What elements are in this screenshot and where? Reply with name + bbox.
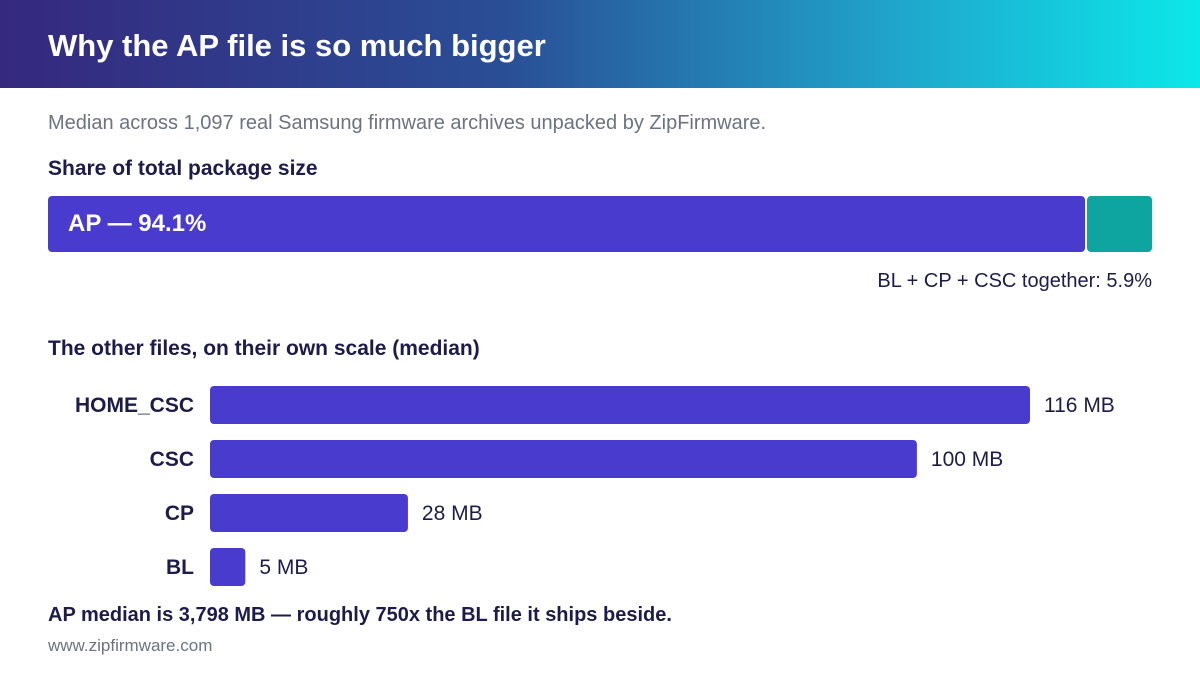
bar-category-label: HOME_CSC [75, 394, 194, 417]
bar-category-label: CSC [150, 448, 194, 471]
bar-home-csc [210, 386, 1030, 424]
bar-value-label: 5 MB [259, 556, 308, 579]
share-chart-title: Share of total package size [48, 157, 318, 180]
share-note: BL + CP + CSC together: 5.9% [877, 270, 1152, 292]
header-banner: Why the AP file is so much bigger [0, 0, 1200, 88]
share-segment-ap-label: AP — 94.1% [68, 210, 207, 237]
bar-value-label: 116 MB [1044, 394, 1115, 417]
bar-csc [210, 440, 917, 478]
subtitle: Median across 1,097 real Samsung firmwar… [48, 112, 767, 134]
bar-value-label: 100 MB [931, 448, 1003, 471]
share-segment-ap: AP — 94.1% [48, 196, 1085, 252]
share-segment-others [1087, 196, 1152, 252]
share-stacked-bar: AP — 94.1% [48, 196, 1152, 252]
bar-value-label: 28 MB [422, 502, 483, 525]
bar-category-label: BL [166, 556, 194, 579]
bar-category-label: CP [165, 502, 194, 525]
other-files-chart-title: The other files, on their own scale (med… [48, 337, 480, 360]
bar-bl [210, 548, 246, 586]
site-url: www.zipfirmware.com [48, 636, 213, 655]
page-title: Why the AP file is so much bigger [48, 28, 546, 63]
footnote: AP median is 3,798 MB — roughly 750x the… [48, 604, 672, 626]
other-files-bar-chart: HOME_CSC 116 MB CSC 100 MB CP 28 MB BL 5 MB [75, 386, 1115, 586]
bar-cp [210, 494, 408, 532]
